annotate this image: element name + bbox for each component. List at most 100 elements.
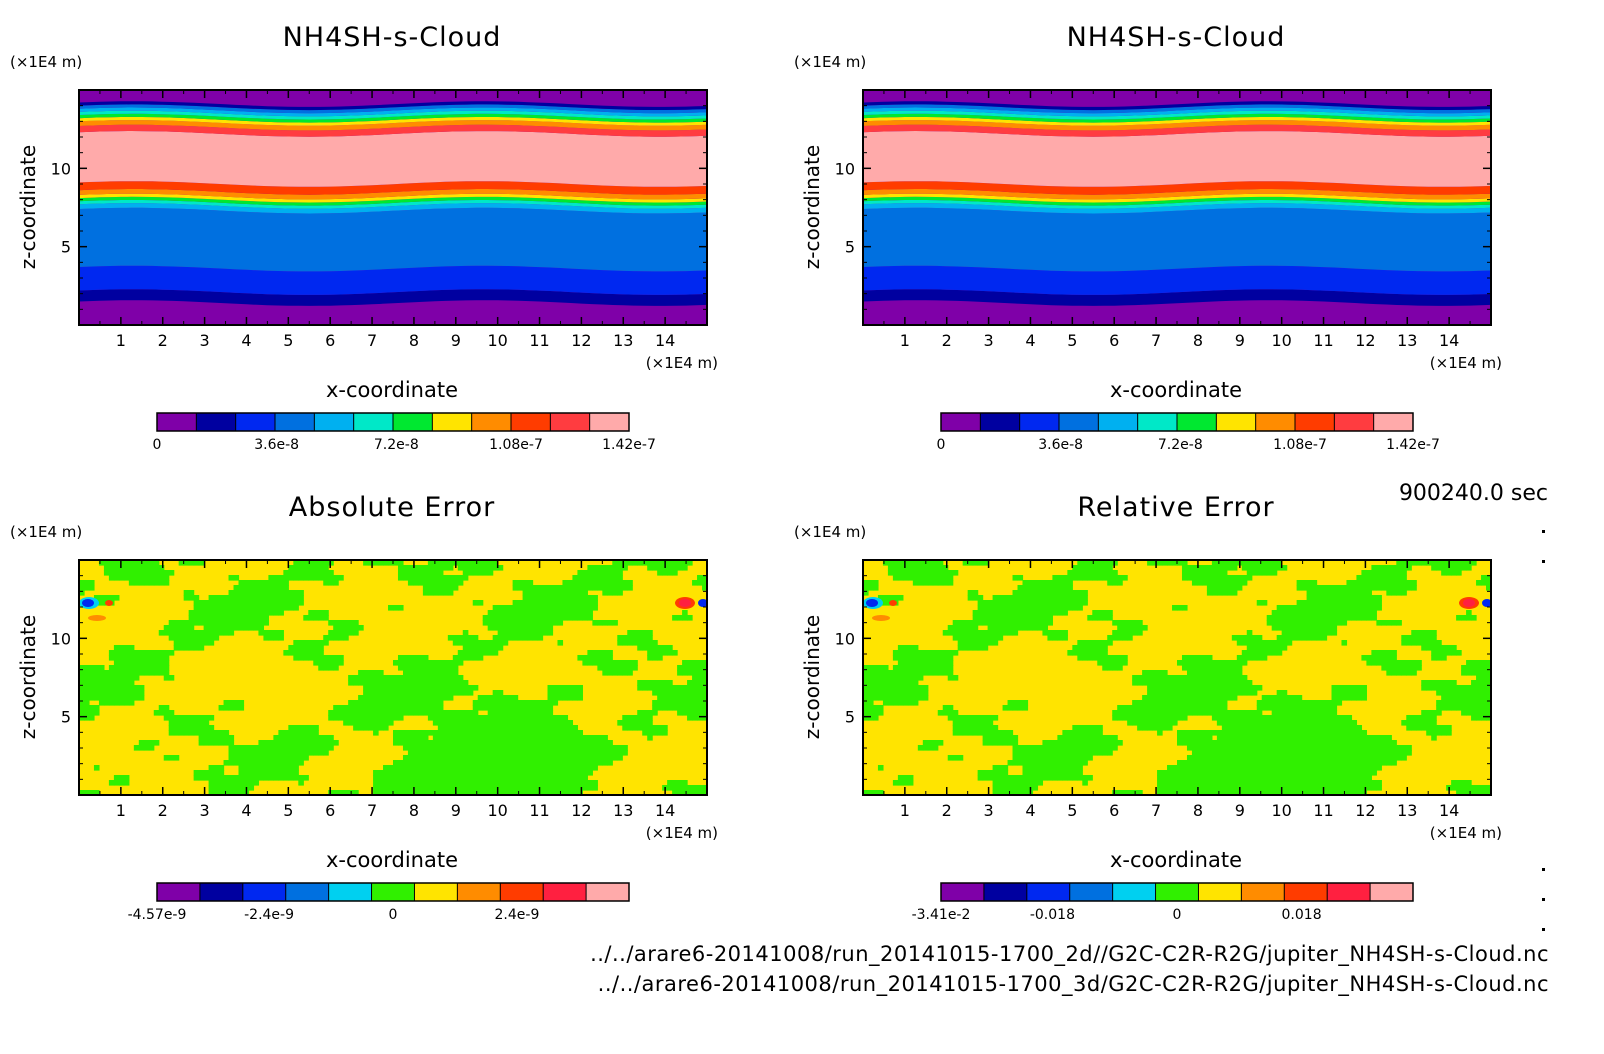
field-cell (1406, 725, 1412, 731)
field-cell (193, 720, 200, 726)
field-cell (1466, 685, 1472, 691)
field-cell (1311, 580, 1318, 586)
field-cell (168, 675, 175, 681)
field-cell (992, 620, 999, 626)
x-tick-label: 3 (200, 801, 210, 820)
x-tick-label: 12 (1355, 331, 1375, 350)
field-cell (118, 680, 125, 686)
field-cell (1052, 590, 1058, 596)
field-cell (1042, 615, 1049, 621)
field-cell (388, 780, 394, 786)
field-cell (1366, 595, 1372, 601)
field-cell (243, 605, 250, 611)
field-cell (1471, 690, 1477, 696)
field-cell (343, 715, 349, 721)
field-cell (402, 660, 409, 666)
field-cell (442, 675, 449, 681)
field-cell (373, 775, 379, 781)
field-cell (93, 710, 100, 716)
field-cell (457, 560, 464, 566)
field-cell (412, 570, 419, 576)
field-cell (1326, 720, 1333, 726)
field-cell (517, 600, 524, 606)
field-cell (1311, 585, 1318, 591)
field-cell (472, 735, 479, 741)
field-cell (697, 695, 703, 701)
field-cell (1087, 560, 1093, 566)
field-cell (343, 790, 349, 795)
field-cell (542, 750, 549, 756)
field-cell (158, 660, 165, 666)
field-cell (937, 565, 944, 571)
field-cell (877, 690, 884, 696)
field-cell (1296, 635, 1303, 641)
field-cell (1316, 740, 1323, 746)
field-cell (368, 715, 374, 721)
field-cell (118, 670, 125, 676)
field-cell (637, 560, 643, 566)
field-cell (1371, 740, 1377, 746)
field-cell (83, 700, 90, 706)
field-cell (1341, 730, 1348, 736)
field-cell (1356, 735, 1363, 741)
field-cell (228, 620, 235, 626)
field-cell (972, 645, 979, 651)
field-cell (228, 590, 235, 596)
field-cell (273, 585, 279, 591)
field-cell (1386, 580, 1392, 586)
field-cell (88, 680, 95, 686)
field-cell (163, 580, 170, 586)
field-cell (602, 585, 608, 591)
field-cell (437, 570, 444, 576)
field-cell (1057, 745, 1063, 751)
field-cell (542, 720, 549, 726)
field-cell (1027, 600, 1034, 606)
field-cell (1052, 600, 1058, 606)
field-cell (507, 720, 514, 726)
field-cell (587, 650, 593, 656)
field-cell (228, 760, 235, 766)
field-cell (148, 650, 155, 656)
field-cell (298, 750, 304, 756)
field-cell (1112, 620, 1118, 626)
field-cell (1072, 730, 1078, 736)
field-cell (537, 780, 544, 786)
field-cell (153, 565, 160, 571)
field-cell (637, 630, 643, 636)
field-cell (667, 685, 673, 691)
field-cell (432, 745, 439, 751)
field-cell (507, 620, 514, 626)
field-cell (437, 700, 444, 706)
field-cell (378, 725, 384, 731)
field-cell (1286, 605, 1293, 611)
field-cell (1201, 655, 1208, 661)
field-cell (492, 610, 499, 616)
field-cell (293, 575, 299, 581)
field-cell (123, 680, 130, 686)
field-cell (303, 565, 309, 571)
field-cell (1206, 695, 1213, 701)
colorbar-swatch (1098, 413, 1139, 431)
field-cell (1336, 720, 1343, 726)
field-cell (512, 755, 519, 761)
field-cell (417, 570, 424, 576)
field-cell (1047, 620, 1053, 626)
field-cell (487, 610, 494, 616)
field-cell (1331, 600, 1338, 606)
field (863, 90, 1491, 325)
field-cell (1281, 565, 1288, 571)
field-cell (128, 580, 135, 586)
field-cell (278, 770, 284, 776)
colorbar-swatch (1019, 413, 1060, 431)
field-cell (1476, 680, 1482, 686)
field-cell (417, 670, 424, 676)
field-cell (1012, 750, 1019, 756)
field-cell (1236, 680, 1243, 686)
field-cell (123, 650, 130, 656)
field-cell (1476, 690, 1482, 696)
field-cell (1266, 720, 1273, 726)
field-cell (1276, 605, 1283, 611)
panel-title: NH4SH-s-Cloud (283, 22, 502, 53)
field-cell (877, 675, 884, 681)
field-cell (672, 570, 678, 576)
